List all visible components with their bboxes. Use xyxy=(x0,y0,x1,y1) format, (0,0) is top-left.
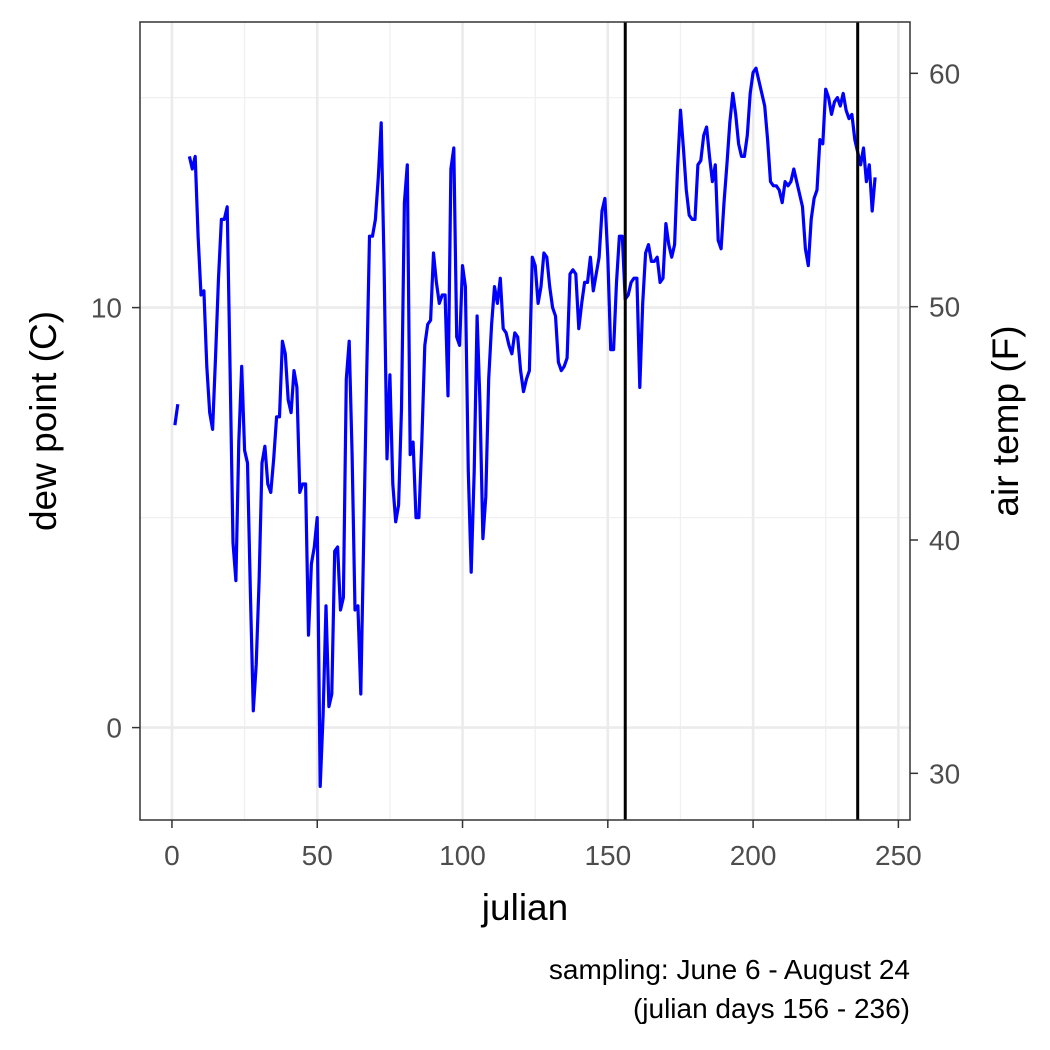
caption-line-1: sampling: June 6 - August 24 xyxy=(549,954,910,985)
x-tick-label: 150 xyxy=(584,840,631,871)
x-tick-label: 50 xyxy=(302,840,333,871)
caption-line-2: (julian days 156 - 236) xyxy=(633,993,910,1024)
y-axis-title: dew point (C) xyxy=(23,311,64,531)
x-tick-label: 200 xyxy=(730,840,777,871)
dew-point-series-line xyxy=(173,403,180,426)
dew-point-series-line xyxy=(187,66,877,789)
data-layer xyxy=(173,22,877,820)
y-tick-label: 0 xyxy=(106,713,122,744)
grid-layer xyxy=(140,22,910,820)
y-tick-label: 10 xyxy=(91,293,122,324)
x-axis-title: julian xyxy=(481,887,568,928)
x-tick-label: 100 xyxy=(439,840,486,871)
axis-layer: 0 50 100 150 200 250 0 10 30 40 50 60 xyxy=(91,58,960,871)
panel-border xyxy=(139,21,911,821)
y-right-tick-label: 50 xyxy=(929,292,960,323)
y-right-tick-label: 40 xyxy=(929,525,960,556)
y-right-tick-label: 30 xyxy=(929,758,960,789)
y-right-axis-title: air temp (F) xyxy=(985,325,1026,516)
y-right-tick-label: 60 xyxy=(929,58,960,89)
x-tick-label: 250 xyxy=(875,840,922,871)
panel-background xyxy=(140,22,910,820)
x-tick-label: 0 xyxy=(164,840,180,871)
